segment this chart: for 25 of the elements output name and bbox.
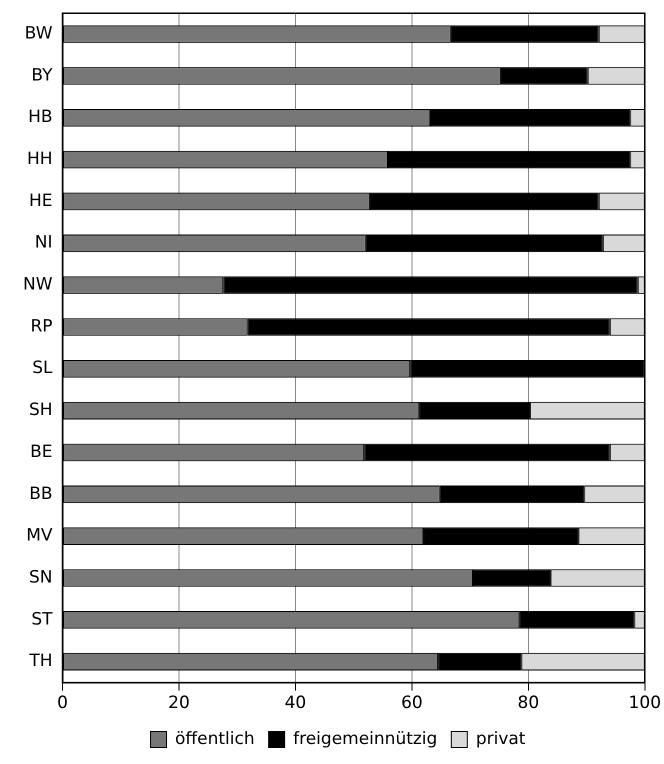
y-tick-label: MV (26, 526, 53, 546)
y-tick-label: SN (29, 567, 53, 588)
x-tick-label: 60 (401, 693, 423, 714)
y-tick-label: TH (28, 651, 53, 672)
y-tick-label: BY (31, 65, 54, 86)
legend-label: privat (476, 728, 526, 749)
y-tick-label: ST (31, 609, 54, 630)
y-tick-label: BE (30, 442, 53, 462)
y-tick-label: SL (32, 358, 54, 378)
y-tick-label: HE (28, 190, 53, 211)
y-tick-label: NW (22, 274, 53, 295)
y-tick-label: HH (26, 149, 53, 170)
x-tick-label: 0 (57, 693, 68, 714)
y-tick-label: RP (30, 316, 53, 336)
legend-label: freigemeinnützig (293, 728, 438, 749)
x-tick-label: 100 (628, 693, 662, 714)
y-tick-label: HB (28, 107, 53, 128)
y-tick-label: NI (34, 232, 53, 253)
x-tick-label: 20 (168, 693, 190, 714)
y-tick-label: SH (28, 400, 53, 420)
x-tick-label: 80 (518, 693, 540, 714)
y-tick-label: BW (24, 24, 53, 44)
x-tick-label: 40 (284, 693, 306, 714)
y-tick-label: BB (29, 484, 53, 504)
legend-label: öffentlich (175, 728, 255, 749)
